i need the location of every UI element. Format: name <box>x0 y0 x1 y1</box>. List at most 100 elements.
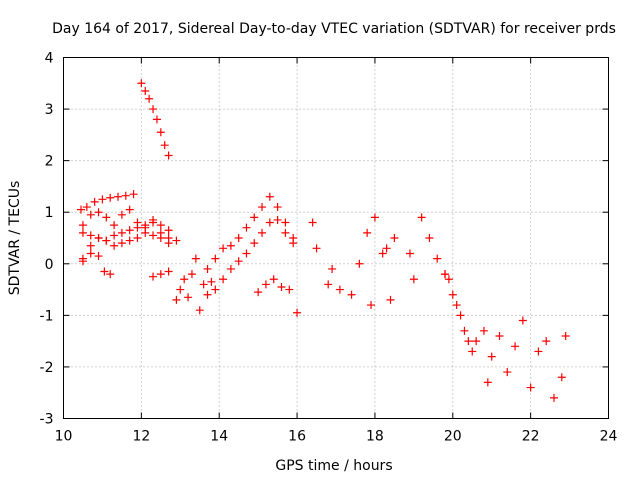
data-point <box>100 267 109 276</box>
y-tick-label: 2 <box>45 154 54 170</box>
data-point <box>90 197 99 206</box>
data-point <box>441 270 449 279</box>
data-point <box>289 239 298 248</box>
plot-frame <box>63 57 609 419</box>
data-point <box>86 241 95 250</box>
y-tick-label: 0 <box>45 257 54 273</box>
data-point <box>149 272 158 281</box>
data-point <box>156 270 165 279</box>
data-point <box>187 270 196 279</box>
data-point <box>550 393 558 402</box>
data-point <box>409 275 418 284</box>
x-tick-label: 16 <box>288 429 306 445</box>
data-point <box>203 264 212 273</box>
series-rise-14 <box>203 192 298 273</box>
series-cluster-16-18 <box>308 213 395 310</box>
data-point <box>117 210 126 219</box>
data-point <box>518 316 527 325</box>
data-point <box>281 218 290 227</box>
x-tick-label: 24 <box>600 429 618 445</box>
data-point <box>164 239 173 248</box>
data-point <box>207 277 216 286</box>
data-point <box>164 267 173 276</box>
data-point <box>149 231 158 240</box>
x-tick-label: 14 <box>210 429 228 445</box>
series-short-dip <box>149 267 173 281</box>
data-point <box>460 326 469 335</box>
data-point <box>370 213 379 222</box>
data-point <box>176 285 185 294</box>
data-point <box>110 241 119 250</box>
data-point <box>405 249 414 258</box>
data-point <box>417 213 426 222</box>
data-point <box>152 115 161 124</box>
data-point <box>133 234 142 242</box>
data-point <box>137 79 146 88</box>
data-point <box>335 285 344 294</box>
data-point <box>293 308 302 317</box>
data-point <box>347 290 356 299</box>
data-point <box>468 347 477 356</box>
data-point <box>156 128 165 137</box>
y-tick-label: 3 <box>45 102 54 118</box>
data-point <box>114 192 122 201</box>
data-point <box>102 236 111 245</box>
data-point <box>129 190 138 199</box>
data-point <box>285 285 294 294</box>
data-point <box>195 306 204 315</box>
y-tick-label: -3 <box>40 412 54 428</box>
data-point <box>526 383 535 392</box>
data-point <box>234 234 243 242</box>
series-rise-14b <box>211 215 298 294</box>
data-point <box>86 249 95 258</box>
data-point <box>191 254 200 263</box>
data-point <box>156 221 165 230</box>
data-point <box>258 203 267 212</box>
data-point <box>390 234 399 242</box>
series-cluster-18-19 <box>382 213 449 284</box>
data-point <box>328 264 337 273</box>
data-point <box>211 254 220 263</box>
data-point <box>534 347 543 356</box>
data-point <box>281 228 290 237</box>
series-early-dip <box>78 249 115 279</box>
data-point <box>250 239 259 248</box>
data-point <box>219 275 228 284</box>
data-point <box>265 218 274 227</box>
data-point <box>98 195 107 204</box>
data-point <box>277 282 286 291</box>
data-point <box>94 208 103 217</box>
data-point <box>141 228 150 237</box>
data-point <box>117 228 126 237</box>
data-point <box>94 234 103 242</box>
data-point <box>184 293 193 302</box>
data-point <box>219 244 228 253</box>
y-tick-label: 1 <box>45 205 54 221</box>
data-point <box>78 257 87 266</box>
y-axis-label: SDTVAR / TECUs <box>7 181 23 296</box>
series-cluster-21-23 <box>487 316 570 402</box>
data-point <box>254 288 263 297</box>
data-point <box>456 311 465 320</box>
data-point <box>273 215 282 224</box>
data-point <box>125 205 134 214</box>
data-point <box>355 259 364 268</box>
data-point <box>226 241 235 250</box>
data-point <box>106 270 115 279</box>
data-point <box>487 352 496 361</box>
data-point <box>258 228 267 237</box>
data-point <box>226 264 235 273</box>
data-point <box>203 290 212 299</box>
data-point <box>121 191 130 200</box>
y-tick-label: 4 <box>45 51 54 67</box>
data-point <box>242 223 251 232</box>
data-point <box>261 280 270 289</box>
data-point <box>86 210 95 219</box>
data-point <box>472 337 481 346</box>
data-point <box>363 228 372 237</box>
series-fall-20 <box>441 270 492 387</box>
series-upper-band <box>77 190 138 214</box>
data-point <box>308 218 317 227</box>
